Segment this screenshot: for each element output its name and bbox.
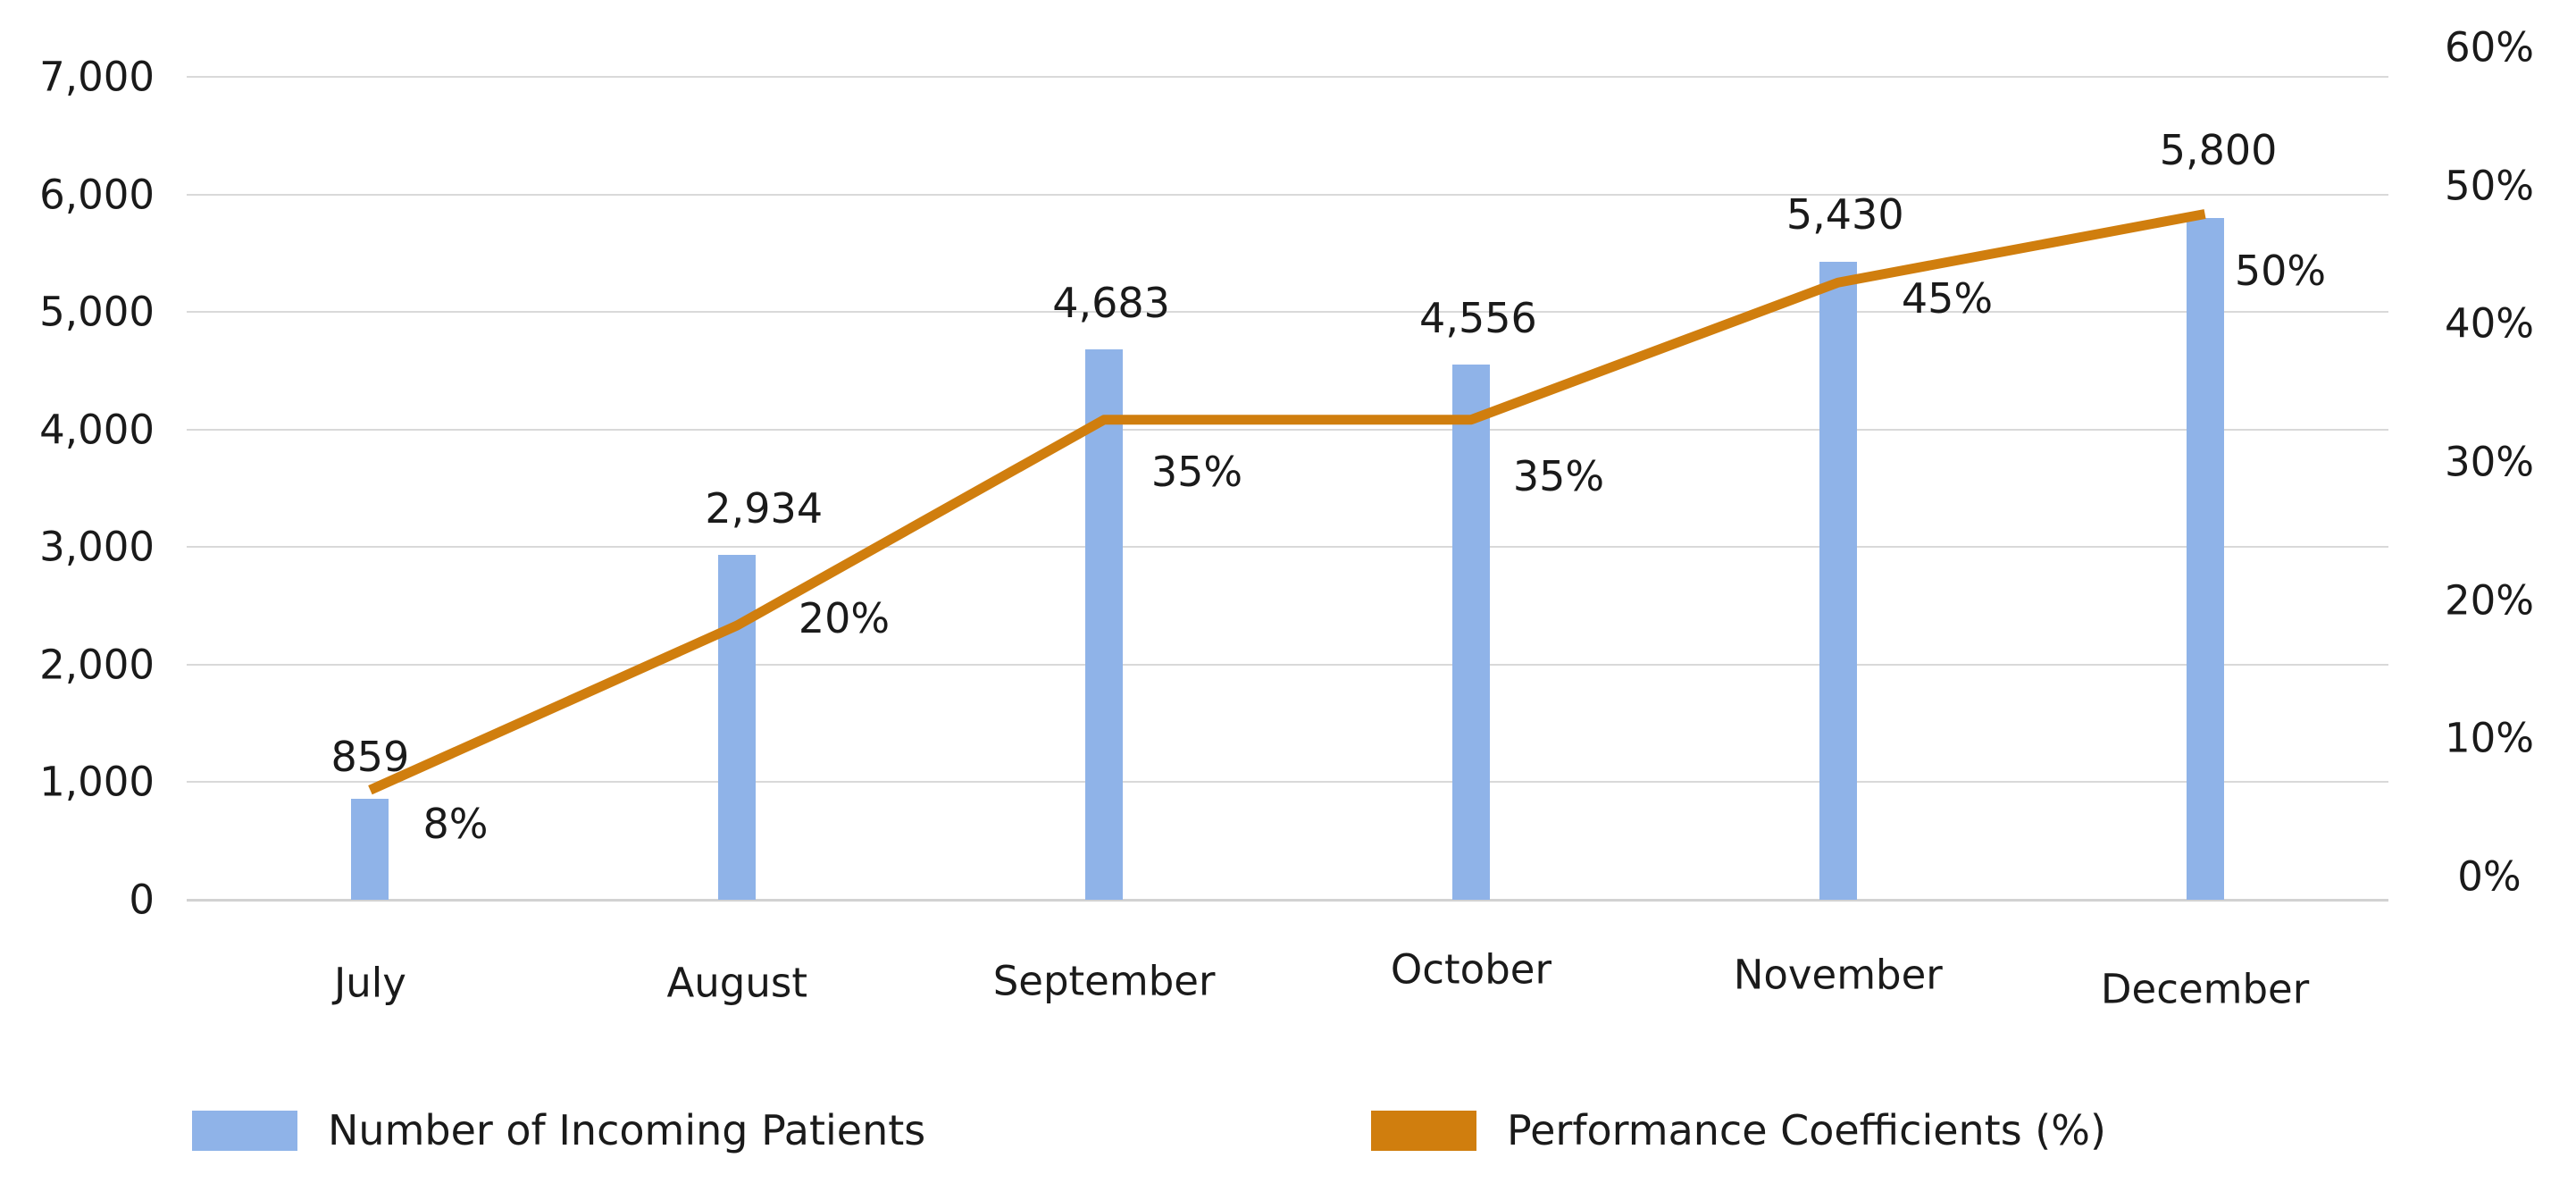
gridline bbox=[187, 546, 2388, 549]
month-label-september: September bbox=[992, 957, 1216, 1005]
month-label-october: October bbox=[1390, 945, 1551, 994]
line-value-label: 35% bbox=[1512, 452, 1605, 500]
line-value-label: 50% bbox=[2234, 247, 2327, 295]
right-axis-tick: 30% bbox=[2444, 438, 2535, 486]
gridline bbox=[187, 193, 2388, 196]
left-axis-tick: 4,000 bbox=[39, 406, 155, 454]
performance-line bbox=[368, 209, 2206, 795]
gridline bbox=[187, 781, 2388, 784]
bar-value-label: 5,800 bbox=[2159, 125, 2278, 174]
left-axis-tick: 1,000 bbox=[39, 758, 155, 806]
right-axis-tick: 50% bbox=[2444, 162, 2535, 210]
gridline bbox=[187, 663, 2388, 666]
bar-august bbox=[718, 554, 757, 900]
baseline-gridline bbox=[187, 899, 2388, 902]
month-label-december: December bbox=[2100, 965, 2310, 1013]
bar-value-label: 4,683 bbox=[1052, 278, 1170, 327]
bar-value-label: 2,934 bbox=[705, 483, 824, 533]
legend-swatch-patients-bar bbox=[192, 1110, 297, 1151]
left-axis-tick: 7,000 bbox=[39, 53, 155, 101]
legend-item-coefficients: Performance Coefficients (%) bbox=[1371, 1106, 2106, 1154]
bar-value-label: 4,556 bbox=[1419, 293, 1537, 342]
plot-area bbox=[187, 76, 2388, 902]
line-value-label: 20% bbox=[798, 594, 891, 642]
line-value-label: 8% bbox=[422, 800, 489, 848]
left-axis-tick: 3,000 bbox=[39, 523, 155, 571]
bar-july bbox=[351, 798, 389, 900]
bar-november bbox=[1819, 261, 1857, 900]
line-value-label: 45% bbox=[1901, 274, 1994, 323]
bar-value-label: 5,430 bbox=[1786, 189, 1904, 239]
bar-value-label: 859 bbox=[330, 732, 410, 781]
right-axis-tick: 60% bbox=[2444, 23, 2535, 71]
gridline bbox=[187, 76, 2388, 78]
right-axis-tick: 10% bbox=[2444, 714, 2535, 762]
left-axis-tick: 0 bbox=[129, 876, 155, 924]
left-axis-tick: 6,000 bbox=[39, 171, 155, 219]
performance-line-path bbox=[368, 209, 2206, 795]
gridline bbox=[187, 428, 2388, 431]
bar-december bbox=[2186, 217, 2224, 900]
legend-swatch-coefficients-line bbox=[1371, 1110, 1476, 1151]
month-label-august: August bbox=[666, 959, 807, 1007]
right-axis-tick: 0% bbox=[2457, 852, 2522, 901]
right-axis-tick: 40% bbox=[2444, 299, 2535, 348]
left-axis-tick: 5,000 bbox=[39, 288, 155, 336]
month-label-july: July bbox=[333, 959, 406, 1007]
legend-label-patients: Number of Incoming Patients bbox=[328, 1106, 926, 1154]
legend-label-coefficients: Performance Coefficients (%) bbox=[1507, 1106, 2106, 1154]
bar-september bbox=[1085, 348, 1124, 900]
right-axis-tick: 20% bbox=[2444, 576, 2535, 625]
bar-october bbox=[1451, 364, 1490, 900]
line-value-label: 35% bbox=[1150, 448, 1243, 496]
month-label-november: November bbox=[1733, 951, 1943, 999]
left-axis-tick: 2,000 bbox=[39, 641, 155, 689]
gridline bbox=[187, 311, 2388, 314]
legend-item-patients: Number of Incoming Patients bbox=[192, 1106, 925, 1154]
